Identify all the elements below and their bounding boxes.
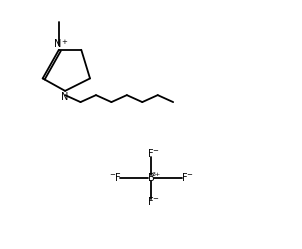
Text: −: −	[153, 148, 159, 154]
Text: +: +	[61, 39, 67, 45]
Text: N: N	[54, 39, 61, 49]
Text: 3+: 3+	[151, 172, 161, 177]
Text: F: F	[148, 149, 154, 159]
Text: F: F	[114, 173, 120, 183]
Text: B: B	[148, 173, 154, 183]
Text: N: N	[61, 92, 69, 102]
Text: F: F	[182, 173, 188, 183]
Text: −: −	[109, 172, 115, 178]
Text: −: −	[186, 172, 192, 178]
Text: −: −	[153, 196, 159, 202]
Text: F: F	[148, 197, 154, 207]
